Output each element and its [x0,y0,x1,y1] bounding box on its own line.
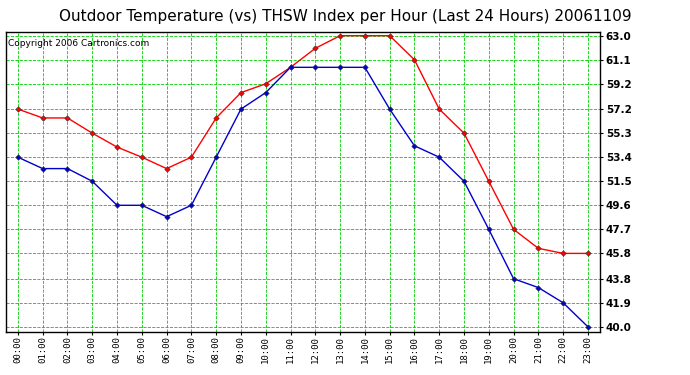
Text: Outdoor Temperature (vs) THSW Index per Hour (Last 24 Hours) 20061109: Outdoor Temperature (vs) THSW Index per … [59,9,631,24]
Text: Copyright 2006 Cartronics.com: Copyright 2006 Cartronics.com [8,39,150,48]
